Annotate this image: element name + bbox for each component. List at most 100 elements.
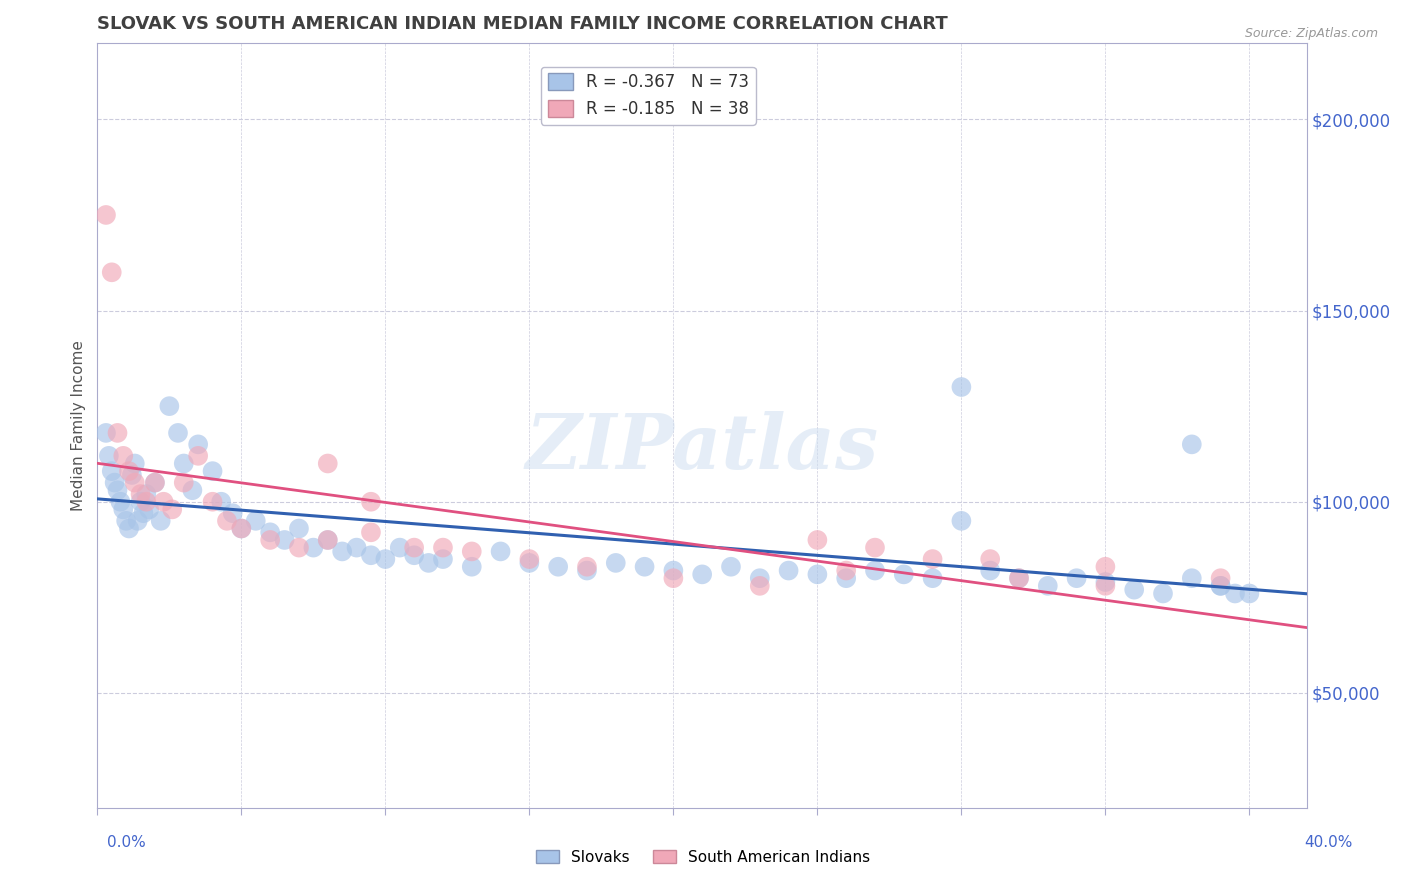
Point [94,208,117,222]
Point [1209,579,1232,593]
Point [1181,571,1204,585]
Point [979,552,1001,566]
Point [461,544,484,558]
Text: ZIPatlas: ZIPatlas [526,411,879,485]
Point [1181,437,1204,451]
Point [662,571,685,585]
Point [135,487,157,501]
Point [374,552,396,566]
Point [720,559,742,574]
Point [806,567,828,582]
Point [316,457,339,471]
Point [404,548,426,562]
Point [1036,579,1059,593]
Point [118,464,141,478]
Point [461,559,484,574]
Point [259,525,281,540]
Text: Source: ZipAtlas.com: Source: ZipAtlas.com [1244,27,1378,40]
Point [690,567,713,582]
Point [778,564,800,578]
Point [1066,571,1088,585]
Point [360,548,382,562]
Point [112,449,135,463]
Text: 40.0%: 40.0% [1305,836,1353,850]
Point [231,521,253,535]
Point [124,457,146,471]
Point [360,494,382,508]
Point [921,552,943,566]
Text: 0.0%: 0.0% [107,836,146,850]
Point [330,544,353,558]
Point [835,564,858,578]
Point [1094,574,1116,589]
Point [1008,571,1031,585]
Point [112,502,135,516]
Point [187,449,209,463]
Point [360,525,382,540]
Text: SLOVAK VS SOUTH AMERICAN INDIAN MEDIAN FAMILY INCOME CORRELATION CHART: SLOVAK VS SOUTH AMERICAN INDIAN MEDIAN F… [97,15,948,33]
Point [288,541,311,555]
Point [950,514,973,528]
Point [167,425,190,440]
Point [893,567,915,582]
Point [1094,579,1116,593]
Point [132,506,155,520]
Point [863,541,886,555]
Point [160,502,183,516]
Point [432,552,454,566]
Point [633,559,655,574]
Point [835,571,858,585]
Point [950,380,973,394]
Point [209,494,232,508]
Point [346,541,368,555]
Point [201,464,224,478]
Point [288,521,311,535]
Point [104,475,127,490]
Point [100,464,122,478]
Point [187,437,209,451]
Point [979,564,1001,578]
Point [115,514,138,528]
Point [107,483,129,498]
Point [173,457,195,471]
Legend: R = -0.367   N = 73, R = -0.185   N = 38: R = -0.367 N = 73, R = -0.185 N = 38 [541,67,756,125]
Point [748,571,770,585]
Point [388,541,411,555]
Point [1123,582,1146,597]
Point [1209,579,1232,593]
Point [921,571,943,585]
Point [418,556,440,570]
Point [121,467,143,482]
Point [127,514,149,528]
Point [575,559,598,574]
Point [1209,571,1232,585]
Point [110,494,132,508]
Point [1008,571,1031,585]
Point [143,475,166,490]
Point [201,494,224,508]
Point [259,533,281,547]
Point [1094,559,1116,574]
Point [173,475,195,490]
Point [143,475,166,490]
Point [94,425,117,440]
Point [662,564,685,578]
Point [129,494,152,508]
Point [404,541,426,555]
Legend: Slovaks, South American Indians: Slovaks, South American Indians [530,844,876,871]
Point [519,552,541,566]
Point [181,483,204,498]
Point [273,533,295,547]
Point [1152,586,1174,600]
Point [149,514,172,528]
Point [302,541,325,555]
Point [118,521,141,535]
Point [575,564,598,578]
Point [100,265,122,279]
Point [231,521,253,535]
Point [152,494,174,508]
Point [222,506,245,520]
Point [124,475,146,490]
Y-axis label: Median Family Income: Median Family Income [72,340,86,511]
Point [547,559,569,574]
